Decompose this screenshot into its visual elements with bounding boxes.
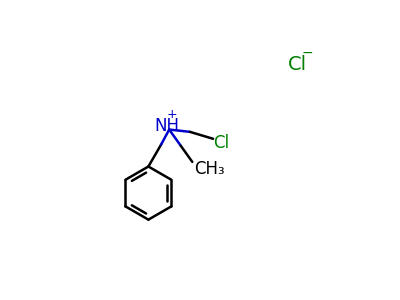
Text: NH: NH [154,117,179,135]
Text: −: − [301,46,313,60]
Text: CH₃: CH₃ [195,160,225,178]
Text: +: + [166,108,177,121]
Text: Cl: Cl [288,56,307,74]
Text: Cl: Cl [213,134,229,152]
